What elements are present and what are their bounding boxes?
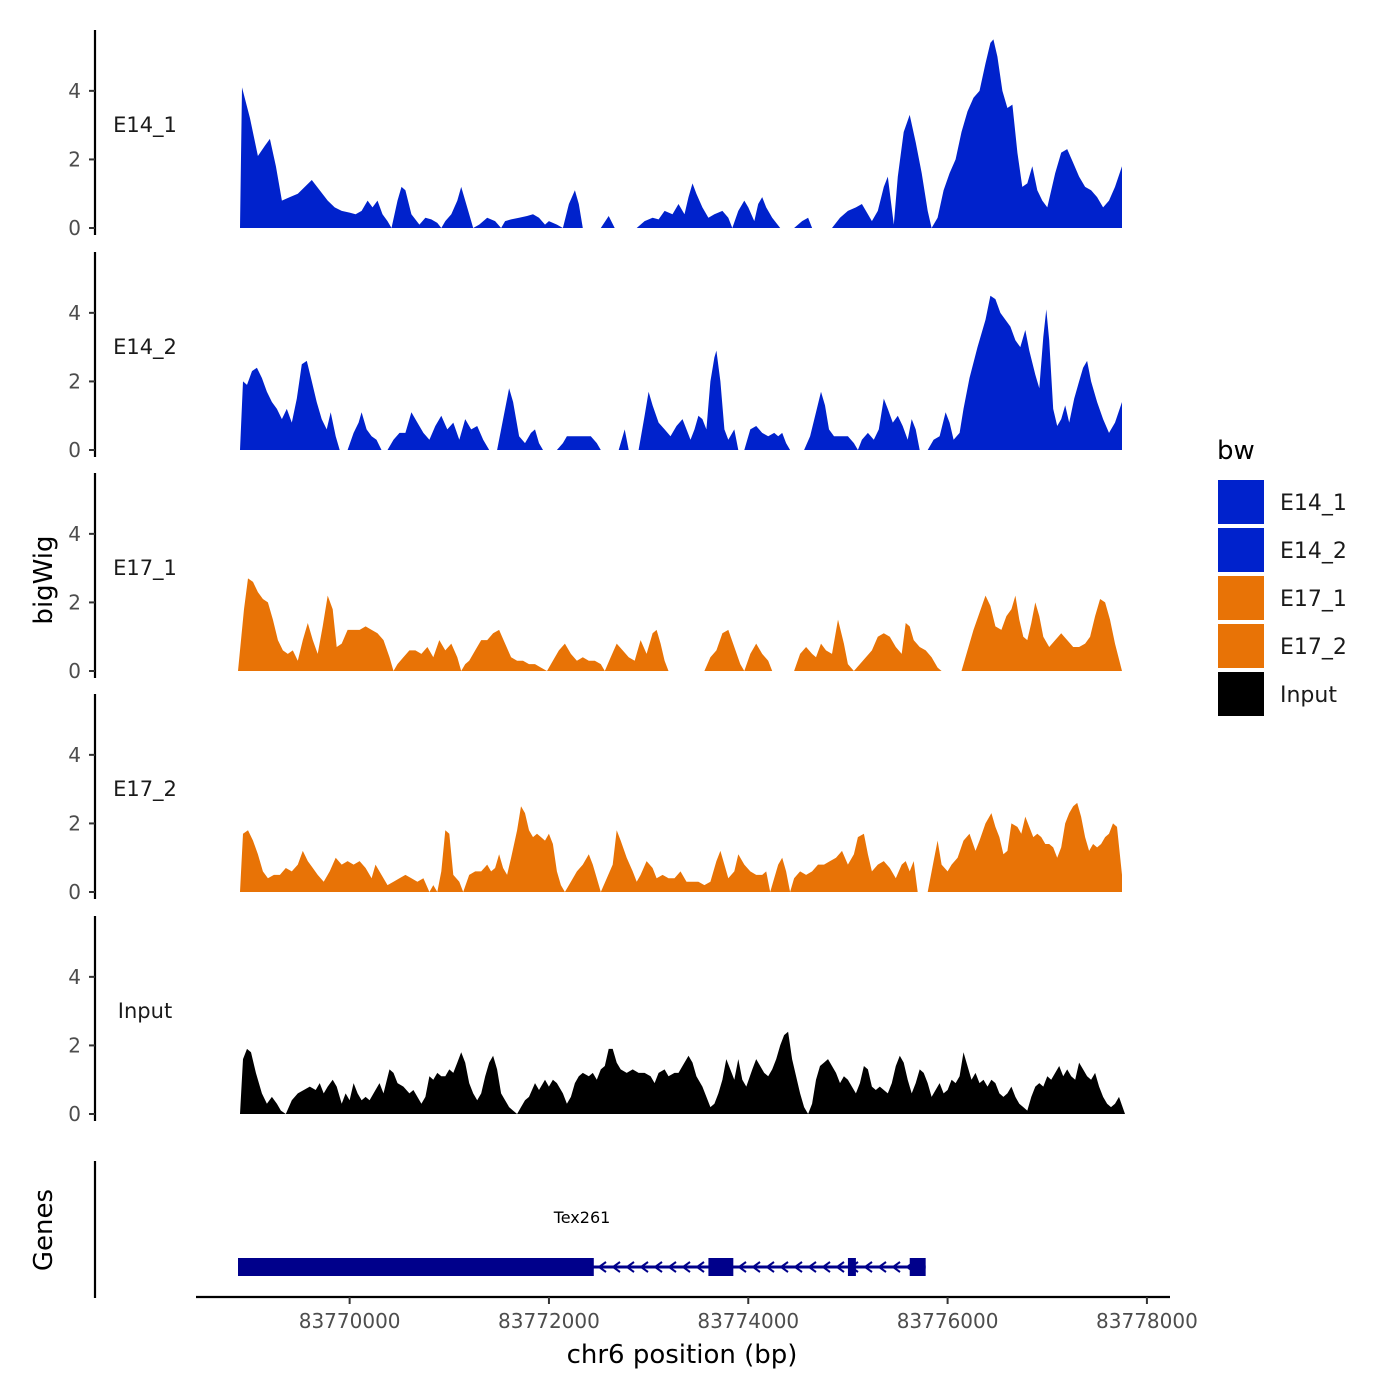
gene-exon (847, 1258, 856, 1276)
signal-area-E14_1 (240, 39, 1122, 229)
y-tick-label: 4 (68, 522, 81, 546)
strand-arrow (681, 1261, 691, 1273)
signal-area-E17_2 (240, 802, 1122, 892)
legend-swatch-E17_1 (1218, 576, 1264, 620)
legend-label-E14_2: E14_2 (1280, 539, 1347, 564)
signal-area-E17_1 (238, 578, 1122, 671)
strand-arrow (807, 1261, 817, 1273)
x-tick-label: 83776000 (897, 1309, 999, 1333)
track-Input: 0 2 4 Input (68, 916, 1125, 1126)
signal-area-E14_2 (240, 295, 1122, 450)
x-axis-title: chr6 position (bp) (567, 1340, 798, 1370)
track-E17_1: 0 2 4 E17_1 (68, 473, 1122, 683)
strand-arrow (877, 1261, 887, 1273)
strand-arrow (821, 1261, 831, 1273)
y-tick-label: 2 (68, 590, 81, 614)
legend-label-E14_1: E14_1 (1280, 491, 1347, 516)
x-tick-label: 83772000 (498, 1309, 600, 1333)
strand-arrow (611, 1261, 621, 1273)
y-tick-label: 4 (68, 743, 81, 767)
strand-arrow (625, 1261, 635, 1273)
legend-label-E17_1: E17_1 (1280, 587, 1347, 612)
y-tick-label: 4 (68, 79, 81, 103)
genes-axis-title: Genes (29, 1189, 59, 1271)
y-tick-label: 0 (68, 880, 81, 904)
gene-exon (909, 1258, 926, 1276)
strand-arrow (737, 1261, 747, 1273)
gene-name-label: Tex261 (553, 1208, 611, 1227)
y-tick-label: 4 (68, 965, 81, 989)
genes-panel (93, 1161, 926, 1298)
strand-arrow (779, 1261, 789, 1273)
track-label: E14_2 (113, 335, 177, 360)
y-tick-label: 2 (68, 1033, 81, 1057)
gene-exon (708, 1258, 734, 1276)
legend-swatch-Input (1218, 672, 1264, 716)
legend-title: bw (1217, 436, 1255, 466)
strand-arrow (891, 1261, 901, 1273)
track-label: E14_1 (113, 113, 177, 138)
strand-arrow (597, 1261, 607, 1273)
y-tick-label: 0 (68, 438, 81, 462)
y-tick-label: 0 (68, 216, 81, 240)
legend-swatch-E17_2 (1218, 624, 1264, 668)
y-tick-label: 4 (68, 301, 81, 325)
strand-arrow (653, 1261, 663, 1273)
signal-area-Input (240, 1031, 1125, 1114)
track-E17_2: 0 2 4 E17_2 (68, 694, 1122, 904)
legend-label-Input: Input (1280, 683, 1337, 708)
track-label: Input (118, 999, 172, 1023)
y-tick-label: 2 (68, 811, 81, 835)
y-tick-label: 2 (68, 147, 81, 171)
legend-swatch-E14_2 (1218, 528, 1264, 572)
x-axis: 83770000 83772000 83774000 83776000 83778000 (196, 1295, 1198, 1333)
legend-swatch-E14_1 (1218, 480, 1264, 524)
gene-exon (238, 1258, 594, 1276)
y-axis-title: bigWig (29, 535, 59, 624)
track-label: E17_2 (113, 777, 177, 802)
strand-arrow (639, 1261, 649, 1273)
x-tick-label: 83778000 (1096, 1309, 1198, 1333)
strand-arrow (793, 1261, 803, 1273)
strand-arrow (751, 1261, 761, 1273)
strand-arrow (667, 1261, 677, 1273)
track-label: E17_1 (113, 556, 177, 581)
track-E14_2: 0 2 4 E14_2 (68, 252, 1122, 462)
y-tick-label: 0 (68, 659, 81, 683)
signal-tracks: 0 2 4 E14_1 0 2 4 E14_2 0 2 4 E17_1 0 2 4 E17_2 0 2 4 Input (68, 30, 1125, 1126)
strand-arrow (695, 1261, 705, 1273)
y-tick-label: 2 (68, 369, 81, 393)
y-tick-label: 0 (68, 1102, 81, 1126)
strand-arrow (765, 1261, 775, 1273)
x-tick-label: 83770000 (299, 1309, 401, 1333)
x-tick-label: 83774000 (697, 1309, 799, 1333)
track-E14_1: 0 2 4 E14_1 (68, 30, 1122, 240)
legend-label-E17_2: E17_2 (1280, 635, 1347, 660)
legend: bw E14_1 E14_2 E17_1 E17_2 Input (1217, 436, 1347, 716)
strand-arrow (835, 1261, 845, 1273)
strand-arrow (863, 1261, 873, 1273)
